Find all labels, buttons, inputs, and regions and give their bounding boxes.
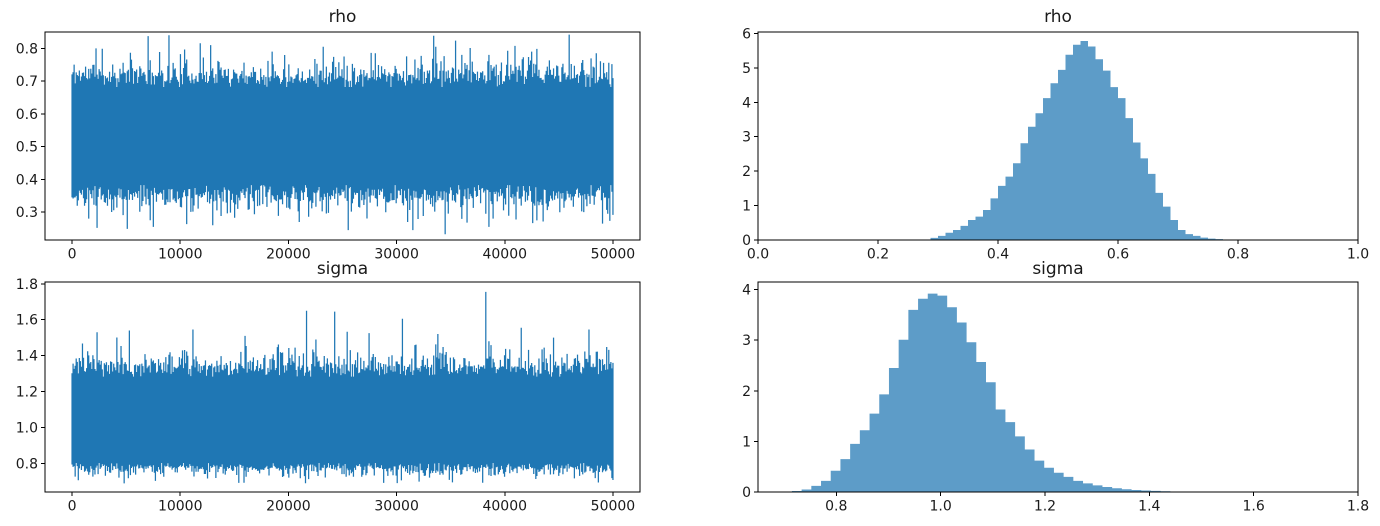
y-tick-label: 1.6 (16, 313, 38, 329)
y-tick-label: 3 (742, 333, 751, 349)
x-tick-label: 0.4 (987, 247, 1009, 263)
y-tick-label: 2 (742, 384, 751, 400)
subplot-title-rho-trace: rho (328, 7, 357, 27)
y-tick-label: 1 (742, 434, 751, 450)
sigma-hist-panel: 0.8 1.0 1.2 1.4 1.6 1.8 0 1 2 3 4 (742, 281, 1369, 515)
x-tick-label: 0.2 (867, 247, 889, 263)
x-tick-label: 30000 (374, 499, 419, 515)
y-tick-label: 0.5 (16, 140, 38, 156)
axes-frame (44, 31, 641, 241)
x-tick-label: 1.0 (929, 499, 951, 515)
y-tick-label: 0.8 (16, 41, 38, 57)
x-tick-label: 1.6 (1243, 499, 1265, 515)
trace-line (71, 291, 614, 484)
y-tick-label: 4 (742, 283, 751, 299)
y-tick-label: 5 (742, 61, 751, 77)
rho-hist-panel: 0.0 0.2 0.4 0.6 0.8 1.0 0 1 2 3 4 5 6 (742, 26, 1369, 262)
x-tick-label: 50000 (591, 247, 636, 263)
x-tick-label: 0.8 (825, 499, 847, 515)
sigma-trace-panel: 0 10000 20000 30000 40000 50000 0.8 1.0 1.2 1.4 1.… (16, 277, 641, 515)
y-tick-label: 1.4 (16, 349, 38, 365)
x-tick-label: 1.4 (1138, 499, 1160, 515)
x-tick-label: 0.0 (747, 247, 769, 263)
y-tick-label: 0 (742, 233, 751, 249)
axes-frame (44, 281, 641, 493)
x-tick-label: 50000 (591, 499, 636, 515)
histogram-bars (791, 293, 1181, 492)
x-tick-label: 20000 (266, 499, 311, 515)
subplot-title-sigma-trace: sigma (316, 259, 369, 279)
axes-frame (757, 31, 1359, 241)
y-tick-label: 1.0 (16, 420, 38, 436)
y-tick-label: 0.3 (16, 205, 38, 221)
y-tick-label: 1.2 (16, 384, 38, 400)
x-tick-label: 0 (68, 247, 77, 263)
x-tick-label: 1.8 (1347, 499, 1369, 515)
x-tick-label: 0.8 (1227, 247, 1249, 263)
y-tick-label: 0 (742, 485, 751, 501)
y-tick-label: 0.8 (16, 456, 38, 472)
y-tick-label: 4 (742, 95, 751, 111)
y-tick-label: 0.4 (16, 172, 38, 188)
y-tick-label: 1 (742, 199, 751, 215)
trace-line (71, 34, 614, 235)
rho-trace-panel: 0 10000 20000 30000 40000 50000 0.3 0.4 0.5 0.6 0.… (16, 31, 641, 263)
y-tick-label: 3 (742, 130, 751, 146)
x-tick-label: 0.6 (1107, 247, 1129, 263)
x-tick-label: 10000 (158, 499, 203, 515)
x-tick-label: 30000 (374, 247, 419, 263)
y-tick-label: 2 (742, 164, 751, 180)
x-tick-label: 0 (68, 499, 77, 515)
subplot-title-rho-hist: rho (1044, 7, 1072, 27)
x-tick-label: 1.0 (1347, 247, 1369, 263)
histogram-bars (930, 40, 1231, 241)
x-tick-label: 10000 (158, 247, 203, 263)
x-tick-label: 1.2 (1034, 499, 1056, 515)
x-tick-label: 40000 (482, 499, 527, 515)
y-tick-label: 1.8 (16, 277, 38, 293)
y-tick-label: 6 (742, 26, 751, 42)
axes-frame (757, 281, 1359, 493)
x-tick-label: 20000 (266, 247, 311, 263)
y-tick-label: 0.7 (16, 74, 38, 90)
y-tick-label: 0.6 (16, 107, 38, 123)
x-tick-label: 40000 (482, 247, 527, 263)
subplot-title-sigma-hist: sigma (1032, 259, 1084, 279)
